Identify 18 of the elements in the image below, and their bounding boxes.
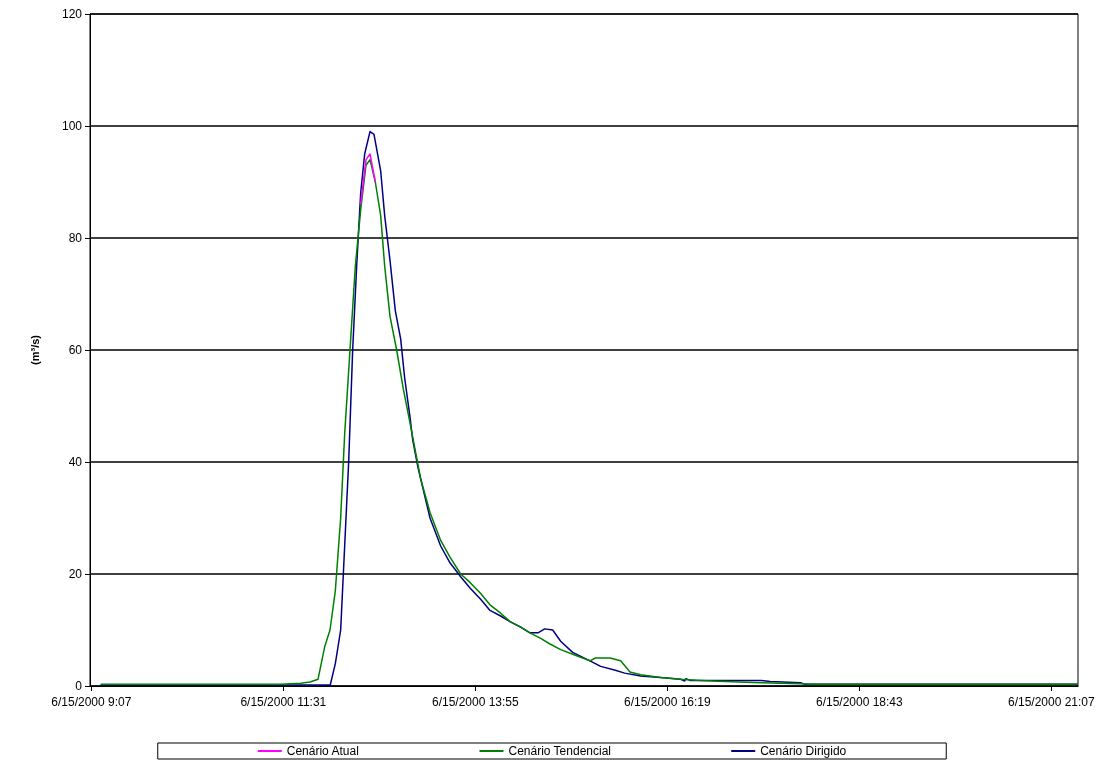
y-tick-label: 40	[68, 455, 83, 469]
legend-label: Cenário Atual	[286, 744, 359, 758]
x-tick-label: 6/15/2000 18:43	[815, 695, 904, 709]
y-tick-label: 120	[61, 7, 83, 21]
y-tick-label: 20	[68, 567, 83, 581]
x-tick-label: 6/15/2000 16:19	[623, 695, 712, 709]
x-tick-label: 6/15/2000 11:31	[240, 695, 327, 709]
y-tick-label: 100	[61, 119, 83, 133]
y-axis-title: (m³/s)	[28, 334, 41, 365]
line-series	[359, 153, 377, 206]
legend-label: Cenário Tendencial	[508, 744, 611, 758]
y-tick-label: 0	[75, 679, 83, 693]
x-tick-label: 6/15/2000 13:55	[431, 695, 520, 709]
legend-label: Cenário Dirigido	[760, 744, 847, 758]
y-tick-label: 80	[68, 231, 83, 245]
x-tick-label: 6/15/2000 9:07	[51, 695, 132, 709]
x-tick-label: 6/15/2000 21:07	[1007, 695, 1096, 709]
y-tick-label: 60	[68, 343, 83, 357]
